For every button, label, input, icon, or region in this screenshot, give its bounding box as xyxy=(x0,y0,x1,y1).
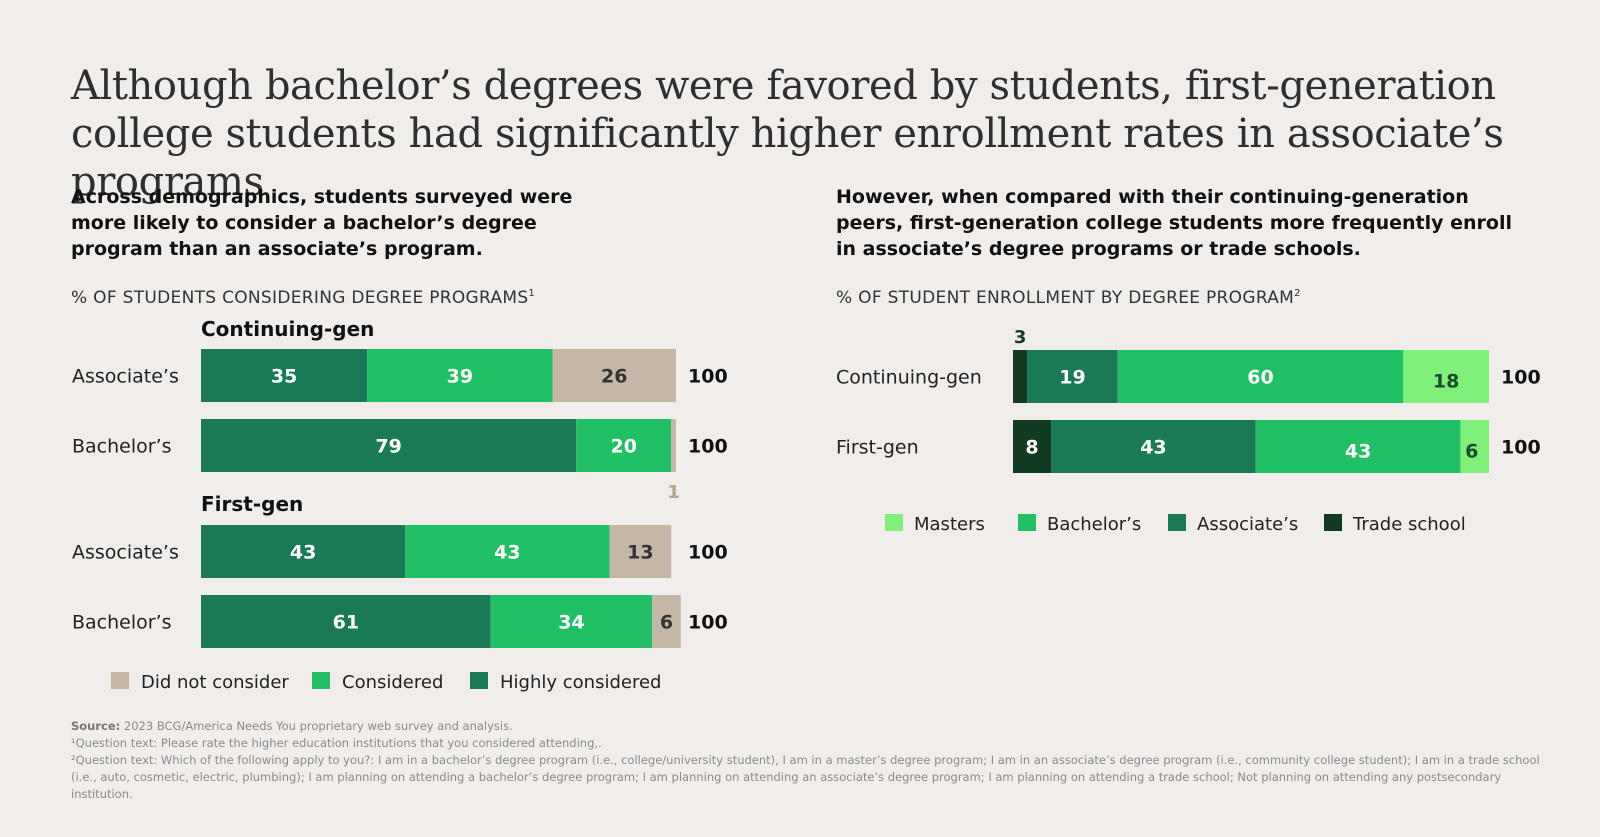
enrollment-chart: Continuing-gen 3 19 60 18 100 First-gen 8 43 43 6 1… xyxy=(800,0,1590,560)
source-label: Source: xyxy=(71,719,121,733)
bar-considered xyxy=(576,419,672,472)
bar-trade-school xyxy=(1013,420,1052,473)
total-label: 100 xyxy=(688,542,728,564)
data-label: 6 xyxy=(1465,441,1478,463)
left-subtitle: Across demographics, students surveyed w… xyxy=(71,186,573,260)
legend-label-trade-school: Trade school xyxy=(1352,514,1466,535)
data-label: 26 xyxy=(601,366,627,388)
page-title: Although bachelor’s degrees were favored… xyxy=(71,63,1504,205)
bar-highly-considered xyxy=(201,595,491,648)
row-label-bachelor-s: Bachelor’s xyxy=(72,436,172,458)
total-label: 100 xyxy=(688,366,728,388)
data-label: 43 xyxy=(290,542,316,564)
data-label: 61 xyxy=(333,612,359,634)
data-label: 8 xyxy=(1025,437,1038,459)
legend-label-bachelor-s: Bachelor’s xyxy=(1047,514,1141,535)
legend-swatch-did-not-consider xyxy=(111,672,129,689)
total-label: 100 xyxy=(688,436,728,458)
bar-highly-considered xyxy=(201,419,577,472)
total-label: 100 xyxy=(1501,367,1541,389)
data-label: 6 xyxy=(660,612,673,634)
total-label: 100 xyxy=(688,612,728,634)
legend-label-associate-s: Associate’s xyxy=(1197,514,1298,535)
bar-associate-s xyxy=(1027,350,1118,403)
bar-trade-school xyxy=(1013,350,1028,403)
data-label: 3 xyxy=(1014,327,1027,348)
legend-swatch-considered xyxy=(312,672,330,689)
legend-swatch-bachelor-s xyxy=(1018,514,1036,531)
data-label: 19 xyxy=(1059,367,1085,389)
bar-did-not-consider xyxy=(609,525,672,578)
data-label: 39 xyxy=(447,366,473,388)
bar-did-not-consider xyxy=(552,349,676,402)
bar-considered xyxy=(490,595,653,648)
legend-swatch-trade-school xyxy=(1324,514,1342,531)
legend-label-considered: Considered xyxy=(342,672,443,693)
footnote-2: ²Question text: Which of the following a… xyxy=(71,753,1540,801)
legend-label-masters: Masters xyxy=(914,514,985,535)
right-subtitle: However, when compared with their contin… xyxy=(836,186,1513,260)
bar-bachelor-s xyxy=(1255,420,1461,473)
data-label: 20 xyxy=(611,436,637,458)
bar-considered xyxy=(367,349,553,402)
row-label-continuing-gen: Continuing-gen xyxy=(836,367,982,389)
data-label: 43 xyxy=(1345,441,1371,463)
legend-label-did-not-consider: Did not consider xyxy=(141,672,289,693)
group-label-continuing-gen: Continuing-gen xyxy=(201,317,374,341)
footer: Source: 2023 BCG/America Needs You propr… xyxy=(71,718,1551,803)
legend-swatch-masters xyxy=(885,514,903,531)
row-label-first-gen: First-gen xyxy=(836,437,919,459)
data-label: 1 xyxy=(667,482,680,503)
data-label: 79 xyxy=(375,436,401,458)
data-label: 13 xyxy=(627,542,653,564)
legend-swatch-highly-considered xyxy=(470,672,488,689)
data-label: 18 xyxy=(1433,371,1459,393)
row-label-bachelor-s: Bachelor’s xyxy=(72,612,172,634)
considering-chart: Continuing-gen Associate’s 35 39 26 100 Bachel… xyxy=(0,0,790,710)
legend-label-highly-considered: Highly considered xyxy=(500,672,661,693)
bar-considered xyxy=(405,525,610,578)
bar-bachelor-s xyxy=(1117,350,1404,403)
total-label: 100 xyxy=(1501,437,1541,459)
bar-masters xyxy=(1403,350,1489,403)
source-line: Source: 2023 BCG/America Needs You propr… xyxy=(71,718,1551,735)
bar-highly-considered xyxy=(201,349,368,402)
row-label-associate-s: Associate’s xyxy=(72,366,179,388)
group-label-first-gen: First-gen xyxy=(201,492,303,516)
bar-associate-s xyxy=(1051,420,1256,473)
data-label: 43 xyxy=(1140,437,1166,459)
data-label: 34 xyxy=(558,612,584,634)
bar-did-not-consider xyxy=(652,595,681,648)
bar-masters xyxy=(1460,420,1489,473)
row-label-associate-s: Associate’s xyxy=(72,542,179,564)
enrollment-chart-svg: Continuing-gen 3 19 60 18 100 First-gen 8 43 43 6 1… xyxy=(836,327,1541,535)
left-chart-title: % OF STUDENTS CONSIDERING DEGREE PROGRAM… xyxy=(71,288,536,308)
right-chart-title: % OF STUDENT ENROLLMENT BY DEGREE PROGRA… xyxy=(836,288,1301,308)
bar-did-not-consider xyxy=(671,419,676,472)
data-label: 43 xyxy=(494,542,520,564)
data-label: 35 xyxy=(271,366,297,388)
bar-highly-considered xyxy=(201,525,406,578)
footnote-1: ¹Question text: Please rate the higher e… xyxy=(71,736,602,750)
legend-swatch-associate-s xyxy=(1168,514,1186,531)
data-label: 60 xyxy=(1247,367,1273,389)
considering-chart-svg: Continuing-gen Associate’s 35 39 26 100 Bachel… xyxy=(72,317,728,693)
source-text: 2023 BCG/America Needs You proprietary w… xyxy=(123,719,513,733)
